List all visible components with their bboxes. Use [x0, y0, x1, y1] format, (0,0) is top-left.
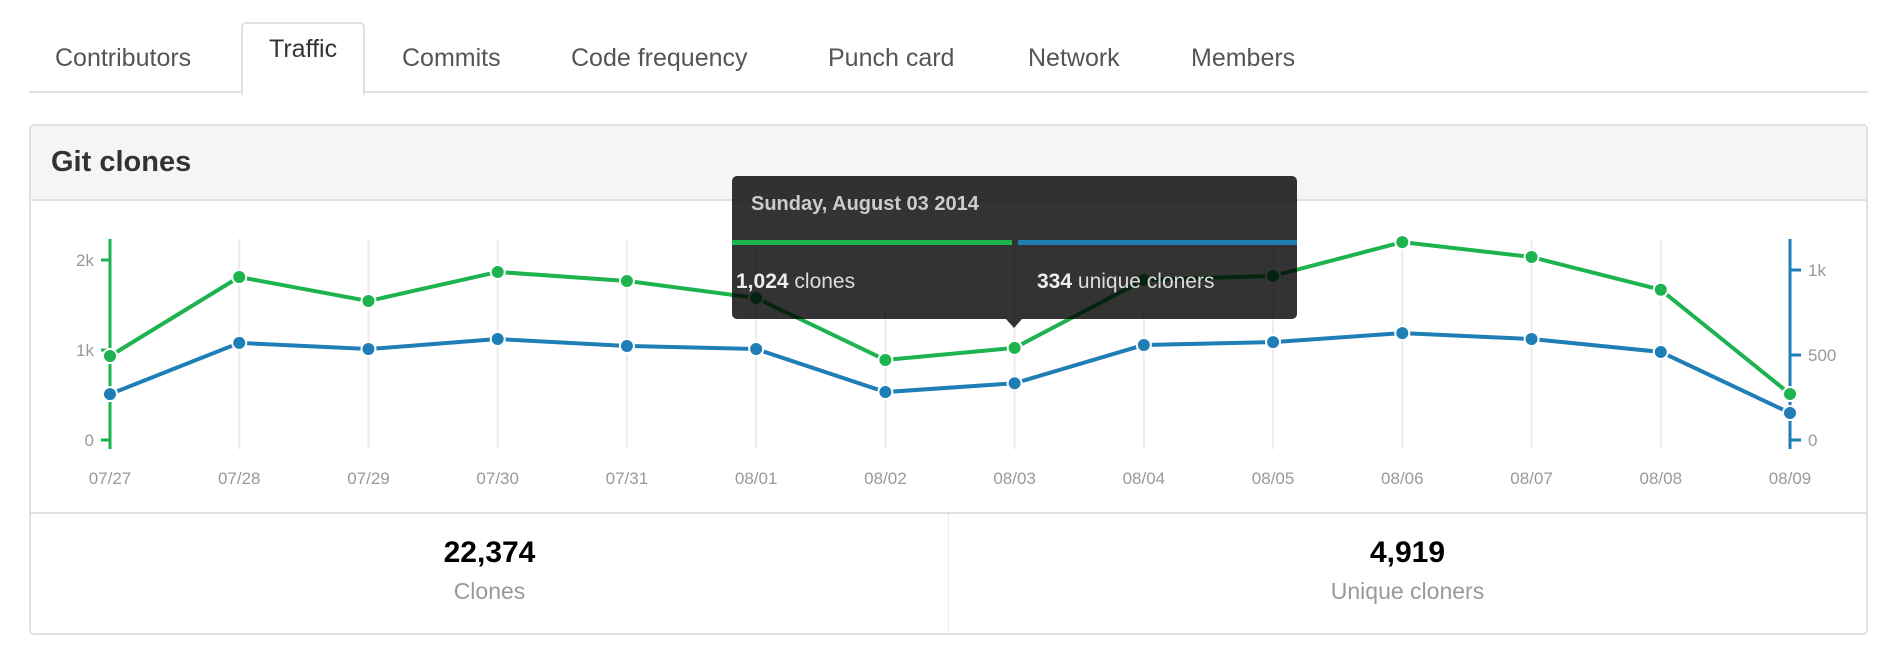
unique-point	[489, 331, 506, 348]
unique-point	[1135, 336, 1152, 353]
unique-point	[1265, 334, 1282, 351]
tab-members[interactable]: Members	[1191, 44, 1296, 72]
clones-line	[108, 240, 1792, 396]
clones-point	[877, 351, 894, 368]
right-axis-tick-label: 500	[1808, 346, 1836, 365]
x-tick-label: 07/28	[218, 469, 261, 488]
unique-point	[102, 386, 118, 403]
clones-point	[1006, 339, 1023, 356]
unique-line	[109, 331, 1791, 415]
x-tick-label: 07/27	[89, 469, 132, 488]
x-tick-label: 08/01	[735, 469, 778, 488]
x-tick-label: 08/07	[1510, 469, 1553, 488]
stat-clones: 22,374 Clones	[31, 514, 948, 633]
stat-unique-label: Unique cloners	[1330, 578, 1485, 604]
panel-title: Git clones	[51, 146, 192, 178]
unique-point	[1006, 375, 1023, 392]
clones-point	[1394, 234, 1411, 251]
unique-point	[1523, 331, 1540, 348]
left-axis-tick-label: 2k	[76, 251, 94, 270]
clones-point	[102, 348, 118, 365]
clones-point	[231, 269, 248, 286]
clones-point	[1523, 249, 1540, 266]
x-tick-label: 07/30	[476, 469, 519, 488]
tooltip-clones: 1,024 clones	[736, 270, 855, 294]
clones-point	[1782, 386, 1798, 403]
tab-network[interactable]: Network	[1028, 44, 1120, 72]
unique-point	[618, 337, 635, 354]
x-tick-label: 07/31	[606, 469, 649, 488]
right-axis-tick-label: 1k	[1808, 261, 1826, 280]
stat-clones-value: 22,374	[443, 536, 536, 569]
tab-commits[interactable]: Commits	[402, 44, 501, 72]
tab-contributors[interactable]: Contributors	[55, 44, 192, 72]
stat-unique-cloners: 4,919 Unique cloners	[948, 514, 1866, 633]
unique-point	[877, 384, 894, 401]
stat-unique-value: 4,919	[1369, 536, 1446, 569]
x-tick-label: 08/09	[1769, 469, 1812, 488]
tooltip-clones-bar	[732, 240, 1012, 245]
tooltip-unique-value: 334	[1037, 270, 1073, 293]
unique-point	[1782, 404, 1798, 421]
tab-bar: Contributors Traffic Commits Code freque…	[29, 0, 1868, 95]
stats-row: 22,374 Clones 4,919 Unique cloners	[31, 512, 1866, 633]
tab-punch-card[interactable]: Punch card	[828, 44, 955, 72]
x-tick-label: 08/02	[864, 469, 907, 488]
tab-traffic[interactable]: Traffic	[241, 22, 366, 95]
clones-point	[1652, 281, 1669, 298]
tooltip-clones-value: 1,024	[736, 270, 789, 293]
right-axis-tick-label: 0	[1808, 431, 1817, 450]
left-axis-tick-label: 0	[85, 431, 94, 450]
clones-point	[360, 293, 377, 310]
x-tick-label: 07/29	[347, 469, 390, 488]
tooltip-unique-label: unique cloners	[1077, 270, 1215, 293]
x-tick-label: 08/05	[1252, 469, 1295, 488]
stat-clones-label: Clones	[453, 578, 526, 604]
tab-code-frequency[interactable]: Code frequency	[571, 44, 748, 72]
x-tick-label: 08/03	[993, 469, 1036, 488]
clones-point	[489, 263, 506, 280]
tooltip-date: Sunday, August 03 2014	[751, 193, 979, 215]
tooltip-arrow	[1006, 319, 1022, 328]
unique-point	[231, 334, 248, 351]
tooltip-unique: 334 unique cloners	[1037, 270, 1214, 294]
clones-point	[618, 272, 635, 289]
x-tick-label: 08/04	[1123, 469, 1166, 488]
tooltip-unique-bar	[1018, 240, 1297, 245]
unique-point	[1394, 325, 1411, 342]
unique-point	[1652, 343, 1669, 360]
x-tick-label: 08/06	[1381, 469, 1424, 488]
chart-tooltip: Sunday, August 03 2014 1,024 clones 334 …	[732, 176, 1297, 328]
unique-point	[360, 341, 377, 358]
x-tick-label: 08/08	[1639, 469, 1682, 488]
unique-point	[748, 341, 765, 358]
tooltip-clones-label: clones	[794, 270, 856, 293]
left-axis-tick-label: 1k	[76, 341, 94, 360]
